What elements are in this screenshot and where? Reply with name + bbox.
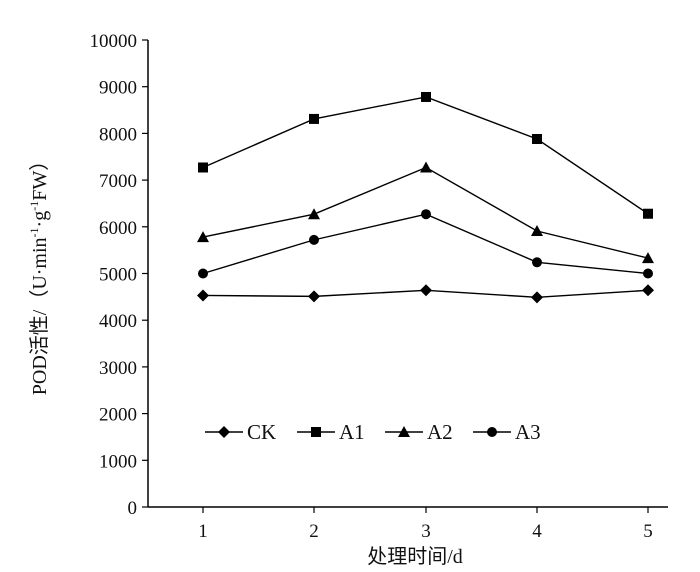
x-tick-label-1: 2 (309, 521, 319, 542)
point-A1-1 (198, 162, 208, 173)
x-tick-label-3: 4 (532, 521, 542, 542)
legend-marker-A1 (311, 427, 321, 437)
y-tick-label-9: 9000 (99, 78, 137, 99)
legend-marker-A3 (487, 427, 497, 437)
y-tick-label-4: 4000 (99, 311, 137, 332)
x-tick-label-2: 3 (421, 521, 431, 542)
point-A2-5 (642, 252, 654, 264)
point-A2-3 (420, 161, 432, 173)
legend-label-CK: CK (247, 420, 276, 444)
y-axis-title-suffix: FW） (28, 151, 51, 201)
legend-marker-A2 (398, 426, 410, 437)
point-CK-1 (197, 289, 209, 302)
y-tick-label-3: 3000 (99, 358, 137, 379)
point-A1-3 (421, 91, 431, 102)
point-CK-2 (308, 290, 320, 303)
y-tick-label-1: 1000 (99, 451, 137, 472)
point-A3-5 (643, 268, 653, 279)
point-CK-4 (531, 291, 543, 304)
x-tick-label-4: 5 (643, 521, 653, 542)
y-axis-title-prefix: POD活性/（U·min (28, 237, 51, 395)
y-tick-label-2: 2000 (99, 405, 137, 426)
y-tick-label-7: 7000 (99, 171, 137, 192)
point-A3-1 (198, 268, 208, 279)
point-CK-3 (420, 284, 432, 297)
point-A3-2 (309, 234, 319, 245)
x-tick-label-0: 1 (198, 521, 208, 542)
legend-label-A1: A1 (339, 420, 365, 444)
point-A2-4 (531, 225, 543, 237)
point-A3-3 (421, 209, 431, 220)
point-A3-4 (532, 257, 542, 268)
y-ticks: 0 1000 2000 3000 4000 5000 6000 7000 8000 9000 100… (90, 31, 148, 519)
legend: CK A1 A2 A3 (205, 420, 541, 444)
x-axis-title: 处理时间/d (367, 545, 463, 568)
series-layer (197, 91, 654, 304)
legend-marker-CK (218, 426, 230, 438)
y-tick-label-8: 8000 (99, 124, 137, 145)
y-tick-label-6: 6000 (99, 218, 137, 239)
y-tick-label-5: 5000 (99, 265, 137, 286)
point-A1-2 (309, 113, 319, 124)
y-axis-title: POD活性/（U·min-1·g-1FW） (27, 151, 51, 395)
point-A2-1 (197, 231, 209, 243)
series-line-A1 (202, 96, 649, 215)
point-A1-4 (532, 134, 542, 145)
legend-label-A2: A2 (427, 420, 453, 444)
x-ticks: 1 2 3 4 5 (198, 507, 653, 542)
y-tick-label-0: 0 (128, 498, 138, 519)
y-axis-title-sup2: -1 (27, 201, 41, 211)
y-axis-title-mid: ·g (29, 211, 51, 228)
point-A2-2 (308, 208, 320, 220)
point-A1-5 (643, 208, 653, 219)
y-tick-label-10: 10000 (90, 31, 138, 52)
y-axis-title-sup1: -1 (27, 227, 41, 237)
legend-label-A3: A3 (515, 420, 541, 444)
point-CK-5 (642, 284, 654, 297)
